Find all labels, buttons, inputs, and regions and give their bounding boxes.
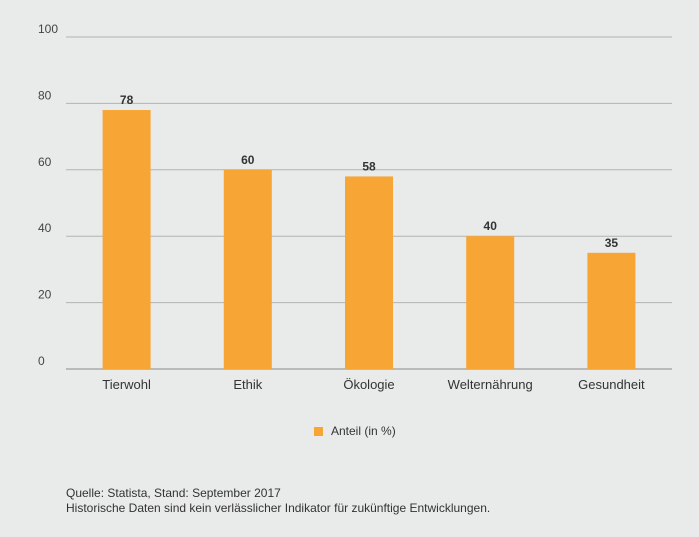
x-tick-label: Ethik bbox=[233, 377, 262, 392]
x-tick-label: Gesundheit bbox=[578, 377, 645, 392]
y-tick-label: 100 bbox=[38, 22, 58, 36]
bar-chart: 0 20 40 60 80 100 78 Tierwohl 60 Ethik 58 Ökologie 4… bbox=[38, 22, 672, 392]
y-tick-label: 40 bbox=[38, 221, 52, 235]
bar bbox=[102, 110, 151, 369]
y-tick-label: 0 bbox=[38, 354, 45, 368]
y-tick-label: 60 bbox=[38, 155, 52, 169]
bar bbox=[345, 176, 393, 369]
value-label: 78 bbox=[120, 93, 134, 107]
x-tick-label: Ökologie bbox=[343, 377, 394, 392]
disclaimer-note: Historische Daten sind kein verlässliche… bbox=[66, 501, 491, 515]
chart-legend: Anteil (in %) bbox=[314, 424, 396, 438]
footer: Quelle: Statista, Stand: September 2017 … bbox=[66, 486, 490, 516]
legend-label: Anteil (in %) bbox=[331, 424, 396, 438]
y-tick-label: 80 bbox=[38, 88, 52, 102]
value-label: 35 bbox=[605, 236, 619, 250]
value-label: 40 bbox=[484, 219, 498, 233]
value-label: 58 bbox=[362, 159, 376, 173]
legend-swatch bbox=[314, 426, 323, 436]
bar bbox=[587, 252, 636, 369]
x-tick-label: Tierwohl bbox=[102, 377, 151, 392]
bar bbox=[466, 236, 515, 369]
y-tick-label: 20 bbox=[38, 288, 52, 302]
value-label: 60 bbox=[241, 153, 255, 167]
x-tick-label: Welternährung bbox=[448, 377, 533, 392]
bar bbox=[223, 169, 272, 369]
source-note: Quelle: Statista, Stand: September 2017 bbox=[66, 486, 281, 500]
